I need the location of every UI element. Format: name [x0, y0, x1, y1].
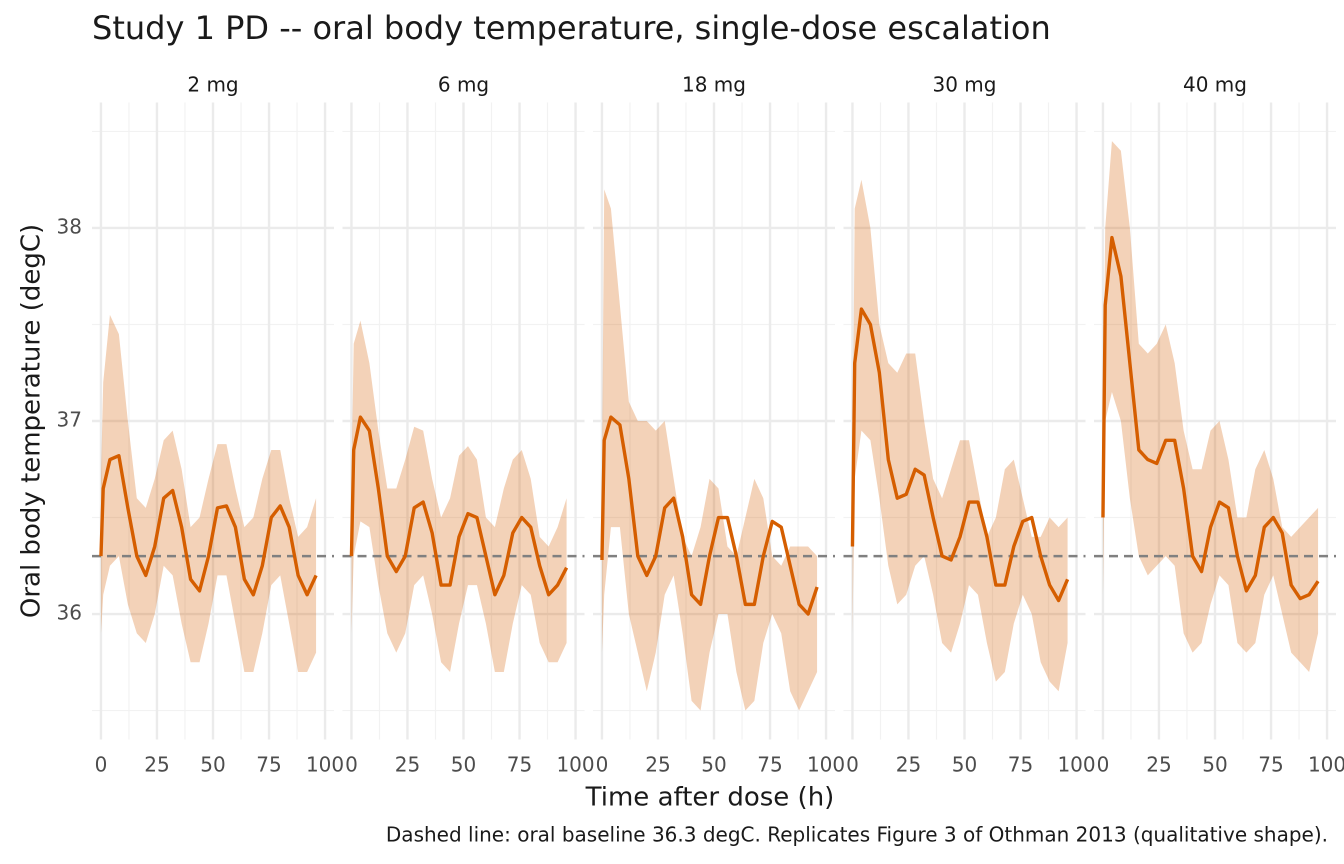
x-axis-title: Time after dose (h): [585, 783, 835, 813]
ribbon: [100, 314, 317, 672]
x-tick-label: 100: [1057, 753, 1095, 777]
x-tick-label: 100: [807, 753, 845, 777]
x-tick-label: 100: [306, 753, 344, 777]
y-axis-title: Oral body temperature (degC): [17, 224, 47, 618]
x-tick-label: 0: [1097, 753, 1110, 777]
mean-line: [850, 307, 1070, 603]
x-tick-label: 50: [200, 753, 225, 777]
x-tick-label: 25: [645, 753, 670, 777]
x-tick-label: 50: [1202, 753, 1227, 777]
x-tick-label: 0: [345, 753, 358, 777]
ribbon: [351, 320, 567, 672]
x-tick-label: 75: [1258, 753, 1283, 777]
facet-label: 18 mg: [682, 73, 746, 97]
facet-label: 30 mg: [933, 73, 997, 97]
mean-line: [600, 415, 819, 616]
facet-label: 2 mg: [187, 73, 238, 97]
x-tick-label: 25: [1146, 753, 1171, 777]
x-tick-label: 0: [596, 753, 609, 777]
y-tick-label: 37: [57, 408, 82, 432]
facet-label: 40 mg: [1183, 73, 1247, 97]
x-tick-label: 75: [507, 753, 532, 777]
x-tick-label: 100: [1308, 753, 1344, 777]
x-tick-label: 25: [896, 753, 921, 777]
y-tick-label: 38: [57, 214, 82, 238]
mean-line: [1101, 235, 1320, 601]
x-tick-label: 75: [757, 753, 782, 777]
ribbon: [1102, 141, 1319, 672]
caption: Dashed line: oral baseline 36.3 degC. Re…: [386, 823, 1328, 847]
chart-title: Study 1 PD -- oral body temperature, sin…: [92, 9, 1051, 47]
mean-line: [99, 454, 318, 597]
ribbon: [852, 179, 1068, 692]
x-tick-label: 75: [256, 753, 281, 777]
ribbon: [601, 189, 818, 711]
x-tick-label: 25: [144, 753, 169, 777]
mean-line: [349, 415, 569, 597]
x-tick-label: 25: [395, 753, 420, 777]
x-tick-label: 0: [95, 753, 108, 777]
facet-label: 6 mg: [438, 73, 489, 97]
x-tick-label: 100: [556, 753, 594, 777]
y-tick-label: 36: [57, 601, 82, 625]
x-tick-label: 0: [846, 753, 859, 777]
x-tick-label: 50: [451, 753, 476, 777]
x-tick-label: 50: [701, 753, 726, 777]
x-tick-label: 50: [952, 753, 977, 777]
x-tick-label: 75: [1008, 753, 1033, 777]
